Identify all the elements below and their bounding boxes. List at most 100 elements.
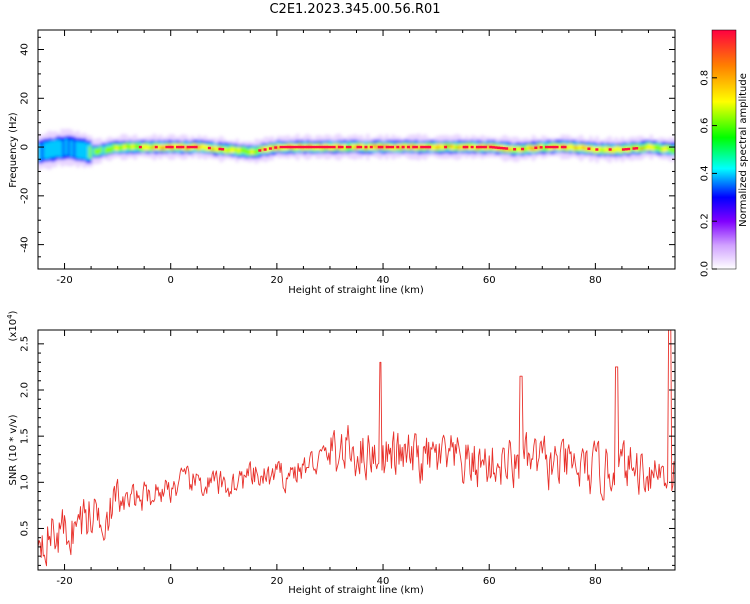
ridge-cell <box>59 141 62 158</box>
ridge-core <box>258 149 261 151</box>
ridge-core <box>444 146 447 148</box>
ridge-core <box>479 146 482 148</box>
ridge-core <box>465 146 468 148</box>
ridge-cell <box>449 145 452 148</box>
ridge-core <box>502 147 505 149</box>
snr-xtick-label: 60 <box>483 576 496 587</box>
ridge-core <box>139 146 142 148</box>
ridge-core <box>388 146 391 148</box>
ridge-core <box>407 146 410 148</box>
ridge-cell <box>99 146 102 153</box>
ridge-core <box>426 146 429 148</box>
ridge-core <box>423 146 426 148</box>
ridge-core <box>609 148 612 150</box>
ridge-core <box>463 146 466 148</box>
snr-ytick-label: 1.5 <box>20 428 31 444</box>
spectrogram-xtick-label: -20 <box>56 275 72 286</box>
ridge-core <box>489 146 492 148</box>
ridge-cell <box>508 148 511 151</box>
ridge-cell <box>582 146 585 149</box>
colorbar-label: Normalized spectral amplitude <box>738 73 749 227</box>
colorbar-gradient <box>712 30 736 269</box>
ridge-cell <box>640 147 643 150</box>
ridge-core <box>420 146 423 148</box>
ridge-core <box>301 146 304 148</box>
ridge-core <box>633 147 636 149</box>
snr-ytick-label: 1.0 <box>20 474 31 490</box>
ridge-core <box>349 146 352 148</box>
colorbar: 0.00.20.40.60.8 Normalized spectral ampl… <box>700 30 750 277</box>
snr-xtick-label: 0 <box>168 576 174 587</box>
ridge-core <box>471 146 474 148</box>
ridge-core <box>306 146 309 148</box>
ridge-core <box>412 146 415 148</box>
ridge-core <box>378 146 381 148</box>
snr-xtick-label: -20 <box>56 576 72 587</box>
ridge-cell <box>115 146 118 151</box>
ridge-core <box>269 147 272 149</box>
ridge-core <box>290 146 293 148</box>
ridge-cell <box>70 140 73 157</box>
snr-multiplier: (x104) <box>6 310 19 341</box>
spectrogram-xtick-label: 20 <box>271 275 284 286</box>
ridge-cell <box>224 148 227 153</box>
snr-xtick-label: 80 <box>589 576 602 587</box>
ridge-core <box>497 147 500 149</box>
ridge-core <box>505 147 508 149</box>
ridge-core <box>625 148 628 150</box>
ridge-core <box>221 148 224 150</box>
ridge-core <box>287 146 290 148</box>
ridge-cell <box>197 146 200 149</box>
ridge-core <box>325 146 328 148</box>
ridge-core <box>187 146 190 148</box>
colorbar-tick-label: 0.8 <box>700 70 711 86</box>
ridge-core <box>264 148 267 150</box>
ridge-core <box>495 146 498 148</box>
snr-frame <box>38 330 675 570</box>
ridge-core <box>484 146 487 148</box>
ridge-core <box>627 148 630 150</box>
spectrogram-ytick-label: 40 <box>20 43 31 56</box>
ridge-core <box>171 146 174 148</box>
ridge-core <box>364 146 367 148</box>
ridge-core <box>396 146 399 148</box>
ridge-cell <box>574 146 577 149</box>
ridge-core <box>298 146 301 148</box>
colorbar-tick-label: 0.6 <box>700 118 711 134</box>
ridge-core <box>561 146 564 148</box>
snr-ylabel: SNR (10 * v/v) <box>8 414 19 485</box>
spectrogram-xlabel: Height of straight line (km) <box>288 285 424 296</box>
snr-ytick-label: 0.5 <box>20 521 31 537</box>
ridge-core <box>564 146 567 148</box>
ridge-cell <box>211 148 214 151</box>
ridge-core <box>540 146 543 148</box>
snr-line <box>38 330 674 566</box>
ridge-core <box>595 148 598 150</box>
colorbar-tick-label: 0.2 <box>700 213 711 229</box>
ridge-cell <box>65 139 68 156</box>
ridge-core <box>155 146 158 148</box>
ridge-core <box>359 146 362 148</box>
ridge-core <box>550 146 553 148</box>
snr-ytick-label: 2.0 <box>20 382 31 398</box>
spectrogram-ytick-label: -40 <box>20 236 31 252</box>
ridge-cell <box>237 147 240 152</box>
spectrogram-ytick-label: -20 <box>20 188 31 204</box>
ridge-core <box>521 148 524 150</box>
ridge-cell <box>250 150 253 155</box>
ridge-core <box>622 148 625 150</box>
ridge-cell <box>147 145 150 150</box>
spectrogram-ytick-label: 0 <box>20 144 31 150</box>
ridge-core <box>327 146 330 148</box>
ridge-core <box>311 146 314 148</box>
ridge-core <box>428 146 431 148</box>
spectrogram-heatmap <box>38 129 679 170</box>
ridge-core <box>274 146 277 148</box>
ridge-core <box>319 146 322 148</box>
ridge-core <box>309 146 312 148</box>
ridge-core <box>282 146 285 148</box>
ridge-core <box>285 146 288 148</box>
